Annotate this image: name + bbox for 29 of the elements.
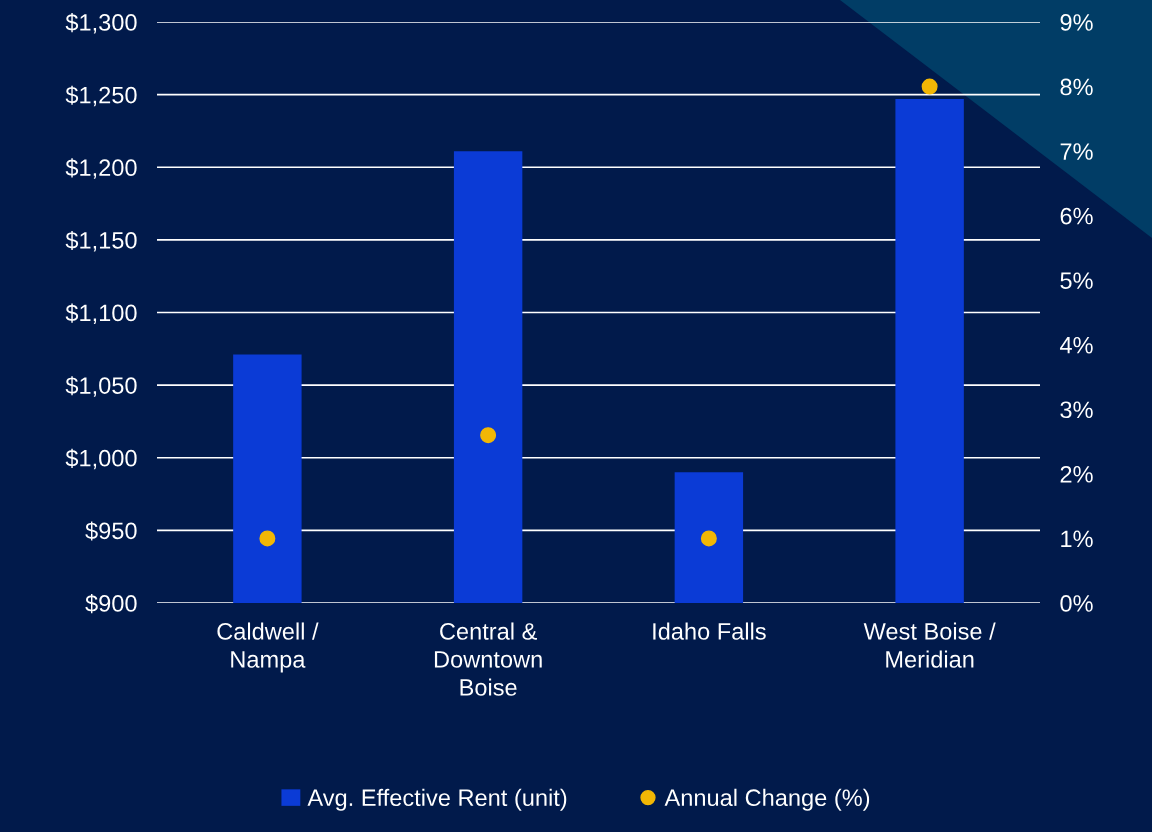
y2-tick-label: 0% xyxy=(1060,595,1093,612)
x-tick-label: Central & Downtown Boise xyxy=(434,622,542,696)
y-tick-label: $1,250 xyxy=(65,85,137,107)
y2-tick-label: 8% xyxy=(1060,78,1093,96)
point xyxy=(480,427,497,444)
y-tick-label: $1,300 xyxy=(65,13,137,34)
x-tick-label: Idaho Falls xyxy=(653,622,766,640)
x-tick-label: West Boise / Meridian xyxy=(863,622,996,668)
y-tick-label: $900 xyxy=(85,594,137,614)
y-tick-label: $1,000 xyxy=(65,448,137,470)
y-tick-label: $1,200 xyxy=(65,158,137,179)
x-tick-label: Caldwell / Nampa xyxy=(217,622,319,673)
point xyxy=(700,530,717,547)
y2-tick-label: 4% xyxy=(1059,336,1093,354)
y2-tick-label: 7% xyxy=(1060,143,1093,160)
y-tick-label: $1,150 xyxy=(65,230,137,252)
y2-tick-label: 9% xyxy=(1060,14,1093,31)
y-tick-label: $1,050 xyxy=(65,376,137,397)
legend-label: Annual Change (%) xyxy=(664,788,870,811)
y2-tick-label: 5% xyxy=(1060,272,1093,290)
y-tick-label: $1,100 xyxy=(65,303,137,325)
point xyxy=(259,530,276,547)
y2-tick-label: 6% xyxy=(1060,207,1093,225)
point xyxy=(921,78,938,95)
legend-label: Avg. Effective Rent (unit) xyxy=(307,788,567,811)
y2-tick-label: 3% xyxy=(1060,401,1093,419)
y2-tick-label: 1% xyxy=(1061,530,1093,548)
y2-tick-label: 2% xyxy=(1060,465,1093,483)
y-tick-label: $950 xyxy=(85,521,137,541)
